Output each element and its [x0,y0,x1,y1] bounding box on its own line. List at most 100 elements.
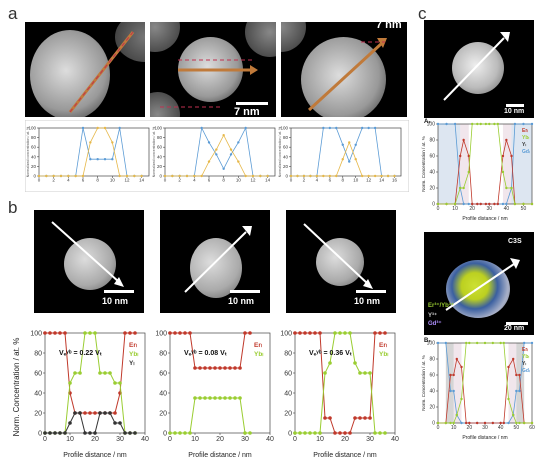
data-point [393,174,396,178]
x-tick-label: 30 [116,436,124,443]
data-point [118,421,122,425]
data-point [354,158,357,161]
x-tick-label: 20 [469,206,475,212]
x-tick-label: 40 [266,436,274,443]
data-point [96,158,99,161]
data-point [213,396,217,400]
x-tick-label: 20 [341,436,349,443]
y-tick-label: 100 [280,126,288,131]
data-point [83,431,87,435]
x-tick-label: 40 [498,425,504,431]
plot-frame [164,127,276,177]
panel-label-b: b [8,198,18,217]
data-point [88,411,92,415]
legend-entry: Ybₗ [129,351,138,358]
data-point [367,126,370,130]
data-point [462,202,465,206]
data-point [48,431,52,435]
data-point [103,126,107,130]
data-point [338,331,342,335]
y-tick-label: 100 [427,341,436,347]
data-point [348,141,351,144]
data-point [298,331,302,335]
data-point [73,411,77,415]
data-point [215,153,218,156]
data-point [203,396,207,400]
data-point [213,366,217,370]
y-tick-label: 40 [429,389,435,395]
data-point [460,365,463,369]
x-tick-label: 10 [236,178,242,183]
data-point [322,126,325,130]
scale-bar-label: 10 nm [354,296,381,306]
x-tick-label: 10 [66,436,74,443]
data-point [360,126,364,130]
data-point [353,416,357,420]
data-point [530,202,534,206]
y-tick-label: 0 [288,430,292,437]
scale-bar-label: 10 nm [228,296,255,306]
data-point [118,381,122,385]
y-tick-label: 40 [284,390,292,397]
data-point [218,366,222,370]
x-tick-label: 0 [293,436,297,443]
data-point [128,331,132,335]
data-point [460,421,463,425]
y-tick-label: 100 [28,126,36,131]
data-point [183,331,187,335]
data-point [63,331,67,335]
data-point [193,396,197,400]
data-point [83,331,87,335]
data-point [89,158,92,161]
data-point [363,371,367,375]
data-point [380,174,383,178]
profile-arrow [160,59,258,108]
y-tick-label: 0 [163,430,167,437]
data-point [328,126,332,130]
x-tick-label: 4 [193,178,196,183]
y-tick-label: 20 [157,164,163,169]
data-point [123,431,127,435]
data-point [502,421,505,425]
y-tick-label: 0 [38,430,42,437]
data-point [455,357,458,361]
data-point [58,431,62,435]
x-tick-label: 4 [316,178,319,183]
y-tick-label: 80 [34,350,42,357]
x-tick-label: 10 [316,436,324,443]
y-tick-label: 60 [157,145,163,150]
tem-image-c1: 10 nm [424,20,534,118]
b-ylabel: Norm. Concentration / at. % [12,338,21,437]
data-point [83,411,87,415]
data-point [373,174,377,178]
data-point [266,174,269,178]
data-point [513,202,517,206]
data-point [298,431,302,435]
data-point [348,331,352,335]
data-point [499,341,502,345]
data-point [373,126,377,130]
data-point [45,174,48,178]
data-point [318,431,322,435]
data-point [507,397,510,401]
legend-entry: Yₗ [129,360,134,367]
data-point [113,411,117,415]
data-point [315,174,319,178]
x-tick-label: 14 [265,178,271,183]
shade-band [453,343,462,423]
y-tick-label: 60 [429,154,435,160]
data-point [243,331,247,335]
data-point [512,413,515,417]
data-point [140,174,143,178]
c3s-label: C3S [508,238,522,245]
y-tick-label: 20 [34,410,42,417]
y-tick-label: 20 [429,186,435,192]
volume-fraction-label: Vₑʸᵇ = 0.36 Vₜ [309,350,352,357]
data-point [358,416,362,420]
x-tick-label: 0 [290,178,293,183]
legend-entry: Erₗ [129,342,137,349]
data-point [128,431,132,435]
x-tick-label: 30 [366,436,374,443]
y-tick-label: 80 [157,135,163,140]
data-point [93,331,97,335]
